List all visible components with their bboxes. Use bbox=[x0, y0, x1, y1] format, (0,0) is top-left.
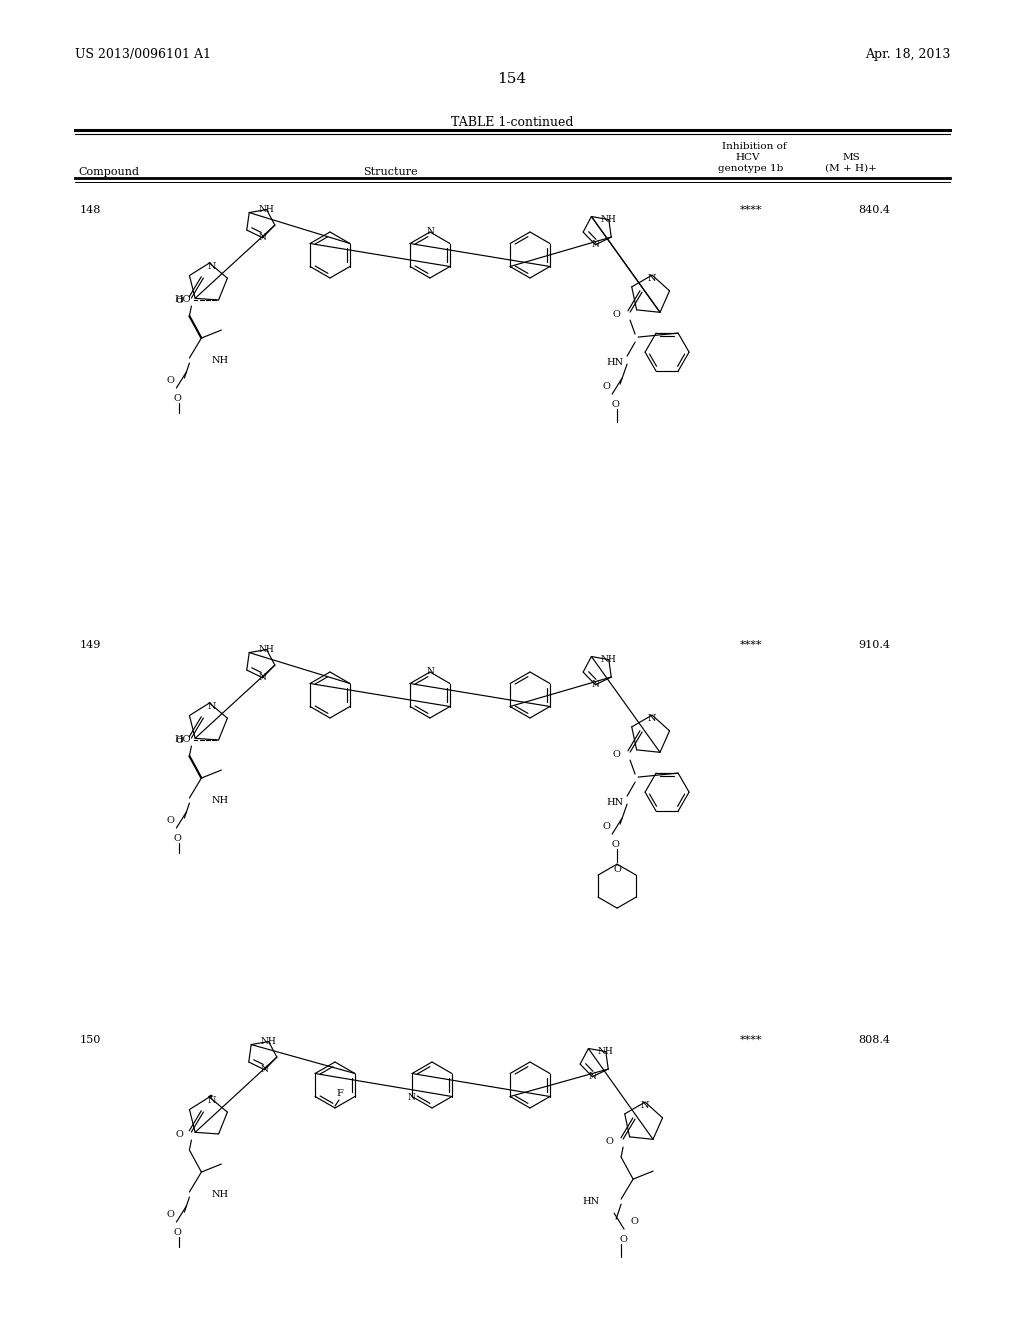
Text: US 2013/0096101 A1: US 2013/0096101 A1 bbox=[75, 48, 211, 61]
Text: NH: NH bbox=[601, 655, 616, 664]
Text: 154: 154 bbox=[498, 73, 526, 86]
Text: O: O bbox=[167, 1209, 174, 1218]
Text: O: O bbox=[605, 1137, 613, 1146]
Text: HN: HN bbox=[606, 797, 624, 807]
Text: NH: NH bbox=[211, 796, 228, 805]
Text: TABLE 1-continued: TABLE 1-continued bbox=[451, 116, 573, 129]
Text: HN: HN bbox=[582, 1197, 599, 1205]
Text: ****: **** bbox=[740, 640, 763, 649]
Text: N: N bbox=[207, 261, 216, 271]
Text: NH: NH bbox=[211, 1189, 228, 1199]
Text: NH: NH bbox=[598, 1047, 613, 1056]
Text: HCV: HCV bbox=[735, 153, 760, 162]
Text: N: N bbox=[259, 673, 266, 682]
Text: HO: HO bbox=[174, 296, 190, 305]
Text: O: O bbox=[175, 735, 183, 744]
Text: ****: **** bbox=[740, 205, 763, 215]
Text: O: O bbox=[173, 393, 181, 403]
Text: N: N bbox=[589, 1072, 596, 1081]
Text: O: O bbox=[167, 376, 174, 384]
Text: 808.4: 808.4 bbox=[858, 1035, 890, 1045]
Text: N: N bbox=[207, 701, 216, 710]
Text: O: O bbox=[611, 400, 620, 409]
Text: Structure: Structure bbox=[362, 168, 418, 177]
Text: 150: 150 bbox=[80, 1035, 101, 1045]
Text: N: N bbox=[408, 1093, 415, 1101]
Text: NH: NH bbox=[261, 1038, 276, 1045]
Text: NH: NH bbox=[259, 205, 274, 214]
Text: F: F bbox=[337, 1089, 343, 1098]
Text: 840.4: 840.4 bbox=[858, 205, 890, 215]
Text: N: N bbox=[648, 273, 656, 282]
Text: NH: NH bbox=[601, 215, 616, 224]
Text: O: O bbox=[612, 750, 620, 759]
Text: O: O bbox=[602, 381, 610, 391]
Text: O: O bbox=[175, 296, 183, 305]
Text: O: O bbox=[620, 1234, 627, 1243]
Text: O: O bbox=[612, 310, 620, 318]
Text: NH: NH bbox=[211, 355, 228, 364]
Text: Inhibition of: Inhibition of bbox=[722, 143, 786, 150]
Text: N: N bbox=[592, 240, 599, 249]
Text: O: O bbox=[611, 840, 620, 849]
Text: ****: **** bbox=[740, 1035, 763, 1045]
Text: (M + H)+: (M + H)+ bbox=[825, 164, 877, 173]
Text: genotype 1b: genotype 1b bbox=[718, 164, 783, 173]
Text: N: N bbox=[592, 680, 599, 689]
Text: O: O bbox=[175, 1130, 183, 1139]
Text: Compound: Compound bbox=[78, 168, 139, 177]
Text: N: N bbox=[207, 1096, 216, 1105]
Text: N: N bbox=[426, 667, 434, 676]
Text: Apr. 18, 2013: Apr. 18, 2013 bbox=[864, 48, 950, 61]
Text: N: N bbox=[259, 234, 266, 243]
Text: N: N bbox=[641, 1101, 649, 1110]
Text: O: O bbox=[602, 821, 610, 830]
Text: O: O bbox=[173, 1228, 181, 1237]
Text: 149: 149 bbox=[80, 640, 101, 649]
Text: N: N bbox=[261, 1065, 268, 1074]
Text: NH: NH bbox=[259, 645, 274, 653]
Text: HO: HO bbox=[174, 735, 190, 744]
Text: N: N bbox=[426, 227, 434, 235]
Text: 910.4: 910.4 bbox=[858, 640, 890, 649]
Text: 148: 148 bbox=[80, 205, 101, 215]
Text: N: N bbox=[648, 714, 656, 722]
Text: MS: MS bbox=[843, 153, 861, 162]
Text: O: O bbox=[630, 1217, 638, 1225]
Text: HN: HN bbox=[606, 358, 624, 367]
Text: O: O bbox=[167, 816, 174, 825]
Text: O: O bbox=[613, 865, 621, 874]
Text: O: O bbox=[173, 833, 181, 842]
